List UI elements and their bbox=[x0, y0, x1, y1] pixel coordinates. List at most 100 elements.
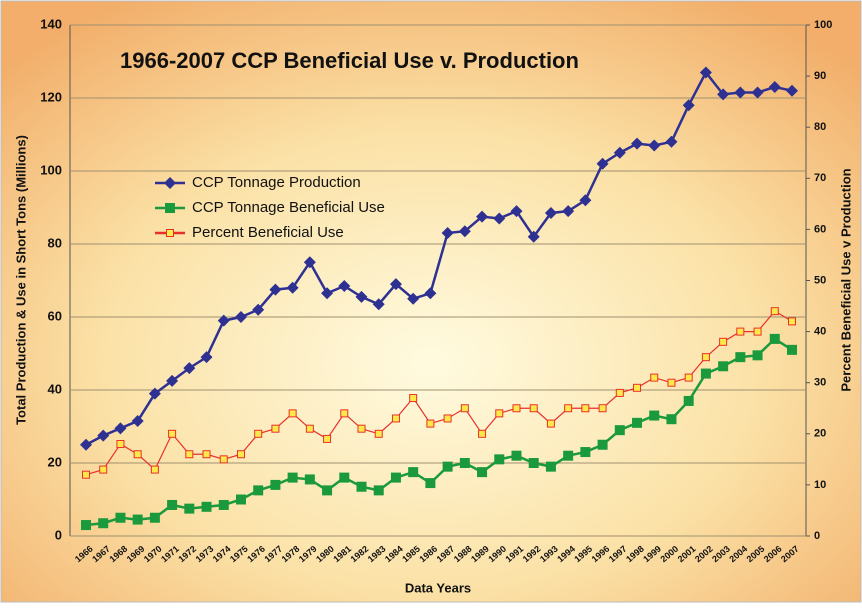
point bbox=[98, 518, 109, 529]
point bbox=[666, 414, 677, 425]
point bbox=[287, 472, 298, 483]
point bbox=[458, 225, 471, 238]
point bbox=[699, 66, 712, 79]
point bbox=[254, 429, 263, 438]
point bbox=[735, 352, 746, 363]
point bbox=[717, 88, 730, 101]
point bbox=[476, 210, 489, 223]
point bbox=[132, 514, 143, 525]
point bbox=[357, 424, 366, 433]
point bbox=[270, 479, 281, 490]
point bbox=[373, 485, 384, 496]
point bbox=[512, 404, 521, 413]
point bbox=[718, 361, 729, 372]
point bbox=[409, 394, 418, 403]
point bbox=[788, 317, 796, 326]
point bbox=[168, 429, 177, 438]
point bbox=[166, 374, 179, 387]
y2-tick-label: 80 bbox=[814, 121, 826, 133]
y2-axis-label: Percent Beneficial Use v Production bbox=[838, 168, 853, 391]
point bbox=[495, 409, 504, 418]
point bbox=[648, 139, 661, 152]
point bbox=[115, 512, 126, 523]
point bbox=[322, 485, 333, 496]
point bbox=[131, 415, 144, 428]
point bbox=[493, 212, 506, 225]
point bbox=[99, 465, 108, 474]
point bbox=[184, 503, 195, 514]
point bbox=[97, 429, 110, 442]
point bbox=[597, 439, 608, 450]
point bbox=[426, 419, 435, 428]
point bbox=[719, 337, 728, 346]
y2-tick-label: 0 bbox=[814, 530, 820, 542]
point bbox=[477, 467, 488, 478]
point bbox=[148, 387, 161, 400]
point bbox=[82, 470, 90, 479]
point bbox=[736, 327, 745, 336]
point bbox=[356, 481, 367, 492]
point bbox=[303, 256, 316, 269]
point bbox=[665, 135, 678, 148]
point bbox=[614, 425, 625, 436]
point bbox=[613, 146, 626, 159]
point bbox=[323, 434, 332, 443]
point bbox=[235, 494, 246, 505]
point bbox=[253, 485, 264, 496]
point bbox=[217, 314, 230, 327]
point bbox=[340, 409, 349, 418]
point bbox=[752, 350, 763, 361]
point bbox=[183, 362, 196, 375]
legend-label: Percent Beneficial Use bbox=[192, 224, 344, 241]
point bbox=[219, 455, 228, 464]
y2-tick-label: 50 bbox=[814, 274, 826, 286]
point bbox=[305, 424, 314, 433]
y-tick-label: 40 bbox=[48, 381, 62, 396]
point bbox=[441, 227, 454, 240]
point bbox=[271, 424, 280, 433]
point bbox=[269, 283, 282, 296]
y-tick-label: 100 bbox=[40, 162, 62, 177]
point bbox=[338, 279, 351, 292]
y-tick-label: 20 bbox=[48, 454, 62, 469]
point bbox=[598, 404, 607, 413]
legend-label: CCP Tonnage Beneficial Use bbox=[192, 199, 385, 216]
point bbox=[787, 344, 797, 355]
point bbox=[683, 395, 694, 406]
point bbox=[80, 438, 92, 451]
point bbox=[424, 287, 437, 300]
point bbox=[425, 478, 436, 489]
point bbox=[786, 84, 798, 97]
point bbox=[116, 440, 125, 449]
y-tick-label: 80 bbox=[48, 235, 62, 250]
point bbox=[545, 461, 556, 472]
point bbox=[682, 99, 695, 112]
y-tick-label: 140 bbox=[40, 16, 62, 31]
y2-tick-label: 10 bbox=[814, 479, 826, 491]
point bbox=[133, 450, 142, 459]
point bbox=[615, 388, 624, 397]
point bbox=[546, 419, 555, 428]
point bbox=[631, 137, 644, 150]
point bbox=[443, 414, 452, 423]
point bbox=[667, 378, 676, 387]
chart-title: 1966-2007 CCP Beneficial Use v. Producti… bbox=[120, 48, 579, 73]
point bbox=[236, 450, 245, 459]
point bbox=[286, 281, 299, 294]
point bbox=[768, 81, 781, 94]
y2-tick-label: 30 bbox=[814, 377, 826, 389]
y-axis-label: Total Production & Use in Short Tons (Mi… bbox=[13, 135, 28, 425]
point bbox=[372, 298, 385, 311]
y2-tick-label: 20 bbox=[814, 428, 826, 440]
point bbox=[252, 303, 265, 316]
y-tick-label: 0 bbox=[55, 527, 62, 542]
point bbox=[529, 404, 538, 413]
point bbox=[527, 230, 540, 243]
point bbox=[185, 450, 194, 459]
y2-tick-label: 90 bbox=[814, 70, 826, 82]
point bbox=[390, 472, 401, 483]
point bbox=[701, 353, 710, 362]
point bbox=[202, 450, 211, 459]
